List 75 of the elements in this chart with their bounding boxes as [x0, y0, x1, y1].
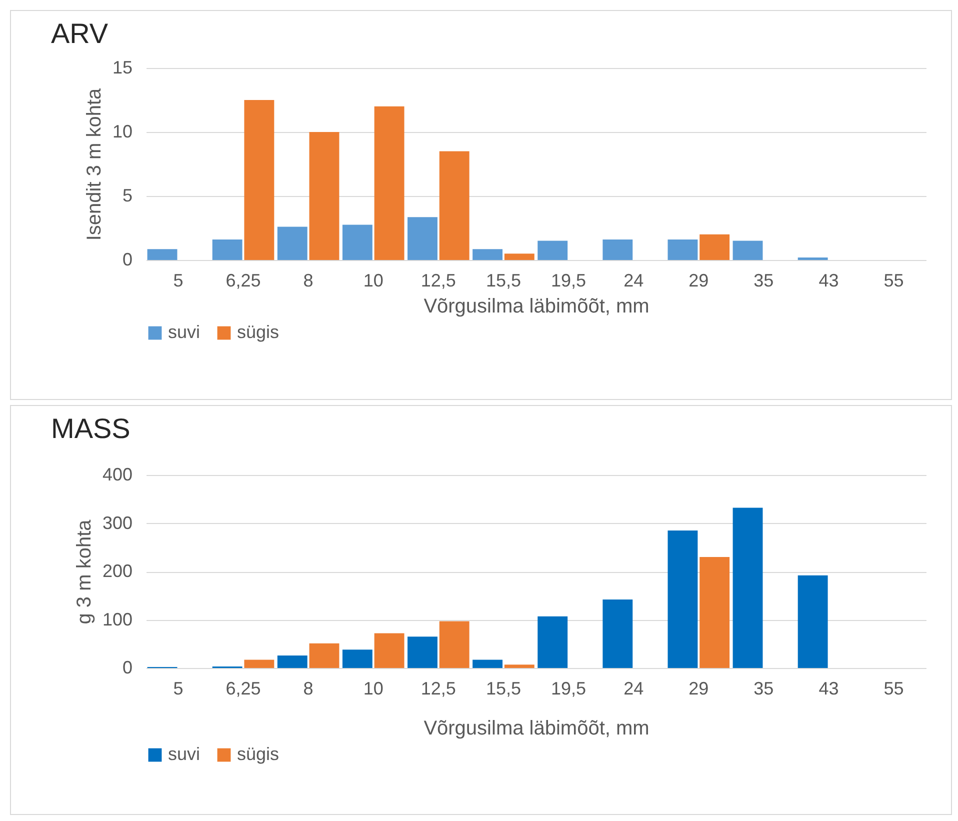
x-tick-label: 10 [363, 270, 384, 290]
x-tick-label: 5 [173, 678, 184, 698]
bar [244, 100, 274, 260]
y-tick-label: 5 [122, 186, 132, 206]
bar [732, 240, 763, 260]
x-tick-label: 5 [173, 270, 184, 290]
y-tick-label: 300 [102, 512, 132, 533]
bar [700, 557, 730, 668]
bar [668, 530, 698, 668]
x-tick-label: 15,5 [486, 678, 521, 698]
x-tick-label: 19,5 [551, 678, 586, 698]
bar [309, 643, 340, 668]
x-tick-label: 15,5 [486, 270, 521, 290]
bar [408, 217, 438, 260]
bar [244, 660, 274, 668]
x-tick-label: 8 [303, 270, 314, 290]
x-axis-title: Võrgusilma läbimõõt, mm [424, 296, 650, 318]
legend-label: sügis [237, 322, 280, 342]
x-tick-label: 24 [624, 270, 644, 290]
x-tick-label: 6,25 [226, 270, 261, 290]
x-tick-label: 24 [624, 678, 644, 698]
legend-label: suvi [168, 322, 200, 342]
bar [342, 224, 372, 260]
bar [504, 664, 534, 668]
bar [439, 151, 470, 260]
y-axis-title: Isendit 3 m kohta [83, 87, 106, 241]
bar [472, 249, 503, 260]
bar [309, 132, 340, 260]
x-tick-label: 43 [818, 678, 839, 698]
chart-title: MASS [51, 413, 130, 444]
x-tick-label: 35 [754, 270, 774, 290]
x-tick-label: 10 [363, 678, 384, 698]
bar [732, 508, 763, 668]
y-tick-label: 400 [102, 464, 132, 484]
bar [538, 616, 568, 668]
bar [277, 226, 308, 260]
x-tick-label: 55 [884, 270, 904, 290]
bar [439, 621, 470, 668]
bar [212, 240, 242, 260]
y-tick-label: 0 [122, 250, 132, 270]
x-axis-title: Võrgusilma läbimõõt, mm [424, 718, 650, 740]
x-tick-label: 55 [884, 678, 904, 698]
x-tick-label: 29 [688, 678, 709, 698]
legend-label: suvi [168, 744, 200, 764]
y-tick-label: 100 [102, 609, 132, 630]
y-axis-title: g 3 m kohta [73, 518, 96, 624]
legend-label: sügis [237, 744, 280, 764]
bar [602, 240, 633, 260]
bar [472, 660, 503, 668]
y-tick-label: 15 [112, 58, 132, 78]
x-tick-label: 19,5 [551, 270, 586, 290]
x-tick-label: 35 [754, 678, 774, 698]
bar [374, 106, 404, 260]
bar [342, 650, 372, 668]
y-tick-label: 200 [102, 561, 132, 581]
x-tick-label: 29 [688, 270, 709, 290]
bar [798, 257, 828, 260]
bar [798, 575, 828, 668]
x-tick-label: 12,5 [420, 678, 456, 698]
x-tick-label: 43 [818, 270, 839, 290]
x-tick-label: 8 [303, 678, 314, 698]
bar [147, 249, 178, 260]
y-tick-label: 10 [112, 122, 132, 142]
bar [504, 254, 534, 260]
x-tick-label: 12,5 [420, 270, 456, 290]
bar [668, 240, 698, 260]
chart-title: ARV [51, 18, 108, 49]
bar [374, 633, 404, 668]
bar [602, 599, 633, 668]
bar [408, 636, 438, 668]
x-tick-label: 6,25 [226, 678, 261, 698]
bar [277, 655, 308, 668]
bar [538, 240, 568, 260]
bar [700, 234, 730, 260]
y-tick-label: 0 [122, 658, 132, 678]
